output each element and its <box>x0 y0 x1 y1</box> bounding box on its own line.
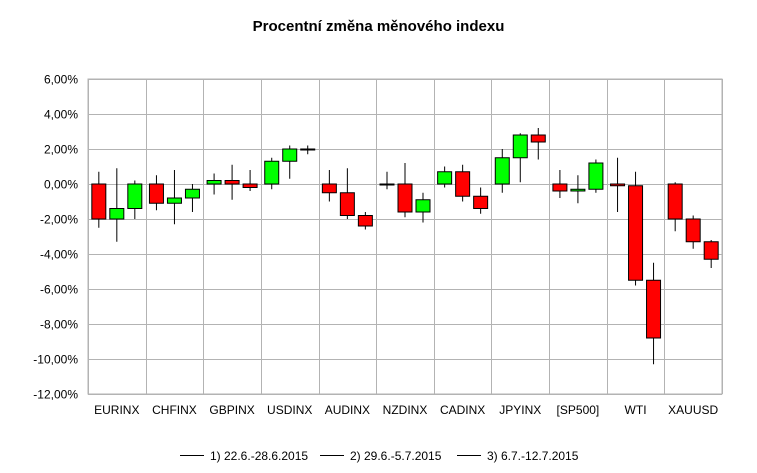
candle-body <box>397 183 413 213</box>
candle-body <box>206 180 222 185</box>
candle-body <box>530 134 546 143</box>
candle-body <box>282 148 298 162</box>
candle-body <box>512 134 528 159</box>
chart-title: Procentní změna měnového indexu <box>252 18 505 35</box>
legend-label: 1) 22.6.-28.6.2015 <box>210 449 308 463</box>
y-tick-label: 2,00% <box>44 143 78 157</box>
legend-label: 2) 29.6.-5.7.2015 <box>350 449 442 463</box>
candle-body <box>437 171 453 185</box>
y-tick-label: 4,00% <box>44 108 78 122</box>
plot-area <box>87 78 723 395</box>
plot-frame <box>87 78 723 395</box>
candle-body <box>415 199 431 213</box>
x-tick-label: EURINX <box>94 403 139 417</box>
candle-body <box>473 195 489 209</box>
candle-body <box>242 183 258 188</box>
candle-body <box>455 171 471 197</box>
y-tick-label: 6,00% <box>44 73 78 87</box>
candle-body <box>148 183 164 204</box>
y-axis-ticks: 6,00% 4,00% 2,00% 0,00% -2,00% -4,00% -6,00% -8… <box>33 73 78 402</box>
candle-body <box>357 215 373 227</box>
candle-body <box>321 183 337 194</box>
x-tick-label: NZDINX <box>383 403 428 417</box>
candle-body <box>494 157 510 185</box>
candle-body <box>667 183 683 220</box>
legend-label: 3) 6.7.-12.7.2015 <box>487 449 579 463</box>
candle-body <box>588 162 604 190</box>
x-tick-label: GBPINX <box>209 403 254 417</box>
candle-body <box>91 183 107 220</box>
candle-body <box>300 148 316 151</box>
candle-body <box>379 183 395 186</box>
candle-body <box>184 188 200 199</box>
candle-body <box>570 188 586 192</box>
x-tick-label: JPYINX <box>499 403 541 417</box>
candle-body <box>109 208 125 220</box>
candle-body <box>703 241 719 260</box>
y-tick-label: -4,00% <box>40 248 78 262</box>
candle-body <box>685 218 701 243</box>
candle-body <box>646 279 662 339</box>
candle-body <box>127 183 143 209</box>
candle-body <box>224 180 240 185</box>
x-tick-label: [SP500] <box>557 403 600 417</box>
y-tick-label: -2,00% <box>40 213 78 227</box>
candle-body <box>628 185 644 281</box>
y-tick-label: -6,00% <box>40 283 78 297</box>
x-axis-ticks: EURINX CHFINX GBPINX USDINX AUDINX NZDINX CADI… <box>94 403 718 417</box>
y-tick-label: -10,00% <box>33 353 78 367</box>
legend: 1) 22.6.-28.6.2015 2) 29.6.-5.7.2015 3) 6.… <box>180 449 579 463</box>
y-tick-label: -12,00% <box>33 388 78 402</box>
x-tick-label: AUDINX <box>325 403 370 417</box>
y-tick-label: -8,00% <box>40 318 78 332</box>
x-tick-label: CADINX <box>440 403 485 417</box>
candle-body <box>552 183 568 192</box>
x-tick-label: CHFINX <box>152 403 197 417</box>
x-tick-label: WTI <box>625 403 647 417</box>
x-tick-label: XAUUSD <box>668 403 718 417</box>
candle-body <box>264 160 280 185</box>
candle-body <box>166 197 182 204</box>
candles <box>91 128 719 365</box>
x-tick-label: USDINX <box>267 403 312 417</box>
candle-body <box>610 183 626 187</box>
candle-body <box>339 192 355 216</box>
y-tick-label: 0,00% <box>44 178 78 192</box>
